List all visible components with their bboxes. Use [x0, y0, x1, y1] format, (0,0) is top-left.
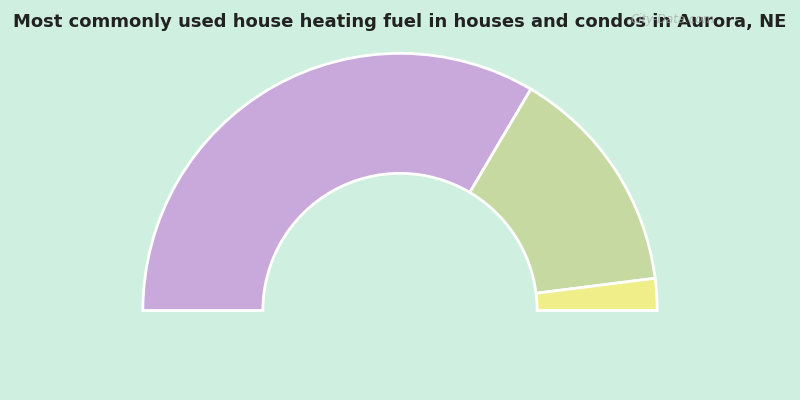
Wedge shape [143, 53, 531, 310]
Wedge shape [470, 89, 655, 293]
Text: City-Data.com: City-Data.com [630, 13, 714, 26]
Wedge shape [536, 278, 657, 310]
Text: Most commonly used house heating fuel in houses and condos in Aurora, NE: Most commonly used house heating fuel in… [14, 13, 786, 31]
